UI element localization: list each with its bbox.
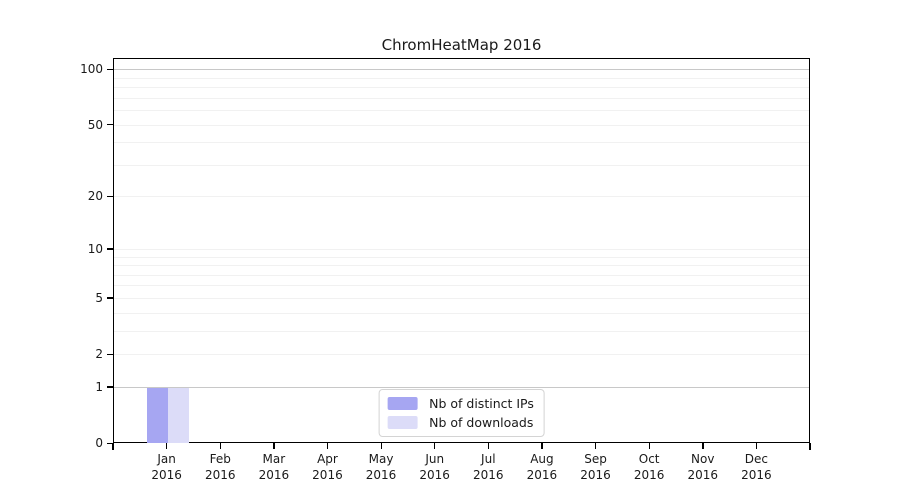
x-tick-label: Nov 2016: [668, 451, 738, 483]
x-tick-year: 2016: [312, 468, 343, 482]
y-tick-mark: [106, 297, 113, 299]
legend-entry-downloads: Nb of downloads: [387, 415, 534, 430]
minor-gridline: [114, 164, 809, 166]
x-tick-label: May 2016: [346, 451, 416, 483]
minor-gridline: [114, 256, 809, 258]
plot-area: Nb of distinct IPs Nb of downloads: [113, 58, 810, 443]
y-tick-label: 50: [87, 117, 103, 132]
y-tick-mark: [106, 68, 113, 70]
minor-gridline: [114, 110, 809, 112]
x-tick-mark: [595, 443, 597, 449]
legend-swatch-downloads: [387, 416, 418, 429]
minor-gridline: [114, 330, 809, 332]
x-tick-year: 2016: [687, 468, 719, 482]
x-tick-year: 2016: [473, 468, 504, 482]
x-tick-label: Jan 2016: [132, 451, 202, 483]
x-tick-label: Mar 2016: [239, 451, 309, 483]
minor-gridline: [114, 248, 809, 250]
x-edge-tick-mark: [809, 443, 811, 450]
y-tick-mark: [106, 442, 113, 444]
x-tick-mark: [487, 443, 490, 449]
x-tick-label: Sep 2016: [561, 451, 631, 483]
x-tick-year: 2016: [741, 468, 772, 482]
legend-label: Nb of downloads: [429, 415, 534, 430]
x-tick-year: 2016: [258, 468, 290, 482]
bar: [167, 387, 189, 443]
x-tick-mark: [380, 443, 382, 449]
major-gridline: [114, 69, 809, 71]
x-tick-mark: [166, 443, 168, 449]
x-tick-label: Jun 2016: [400, 451, 470, 483]
x-tick-mark: [219, 443, 222, 449]
x-tick-mark: [273, 443, 275, 449]
y-tick-label: 10: [87, 241, 103, 256]
x-tick-label: Dec 2016: [721, 451, 791, 483]
x-tick-mark: [434, 443, 436, 449]
minor-gridline: [114, 124, 809, 126]
y-tick-mark: [106, 353, 113, 355]
y-tick-mark: [106, 195, 113, 198]
x-tick-year: 2016: [151, 468, 182, 482]
x-tick-label: Oct 2016: [614, 451, 684, 483]
major-gridline: [114, 386, 809, 388]
x-tick-mark: [326, 443, 329, 449]
y-tick-mark: [106, 124, 113, 126]
minor-gridline: [114, 285, 809, 287]
x-tick-mark: [648, 443, 650, 449]
y-tick-label: 20: [87, 189, 103, 204]
y-tick-label: 2: [95, 347, 103, 362]
y-tick-mark: [106, 248, 113, 250]
y-tick-label: 5: [95, 290, 103, 305]
minor-gridline: [114, 265, 809, 267]
minor-gridline: [114, 87, 809, 89]
minor-gridline: [114, 77, 809, 79]
x-tick-year: 2016: [365, 468, 397, 482]
y-tick-label: 1: [95, 379, 103, 394]
x-tick-year: 2016: [204, 468, 236, 482]
x-tick-year: 2016: [633, 468, 665, 482]
chart-title: ChromHeatMap 2016: [381, 36, 542, 54]
x-tick-label: Apr 2016: [292, 451, 362, 483]
minor-gridline: [114, 274, 809, 276]
y-tick-label: 100: [80, 62, 103, 77]
minor-gridline: [114, 297, 809, 299]
minor-gridline: [114, 312, 809, 314]
x-edge-tick-mark: [112, 443, 114, 450]
x-tick-label: Feb 2016: [185, 451, 255, 483]
minor-gridline: [114, 354, 809, 356]
x-tick-label: Jul 2016: [453, 451, 523, 483]
legend-entry-distinct-ips: Nb of distinct IPs: [387, 396, 534, 411]
minor-gridline: [114, 97, 809, 99]
y-tick-mark: [106, 386, 113, 388]
legend: Nb of distinct IPs Nb of downloads: [378, 389, 545, 437]
y-tick-label: 0: [95, 436, 103, 450]
x-tick-label: Aug 2016: [507, 451, 577, 483]
x-tick-year: 2016: [580, 468, 611, 482]
x-tick-mark: [755, 443, 758, 449]
x-tick-year: 2016: [419, 468, 450, 482]
x-tick-year: 2016: [526, 468, 558, 482]
legend-label: Nb of distinct IPs: [429, 396, 534, 411]
bar: [146, 387, 168, 443]
minor-gridline: [114, 142, 809, 144]
x-tick-mark: [541, 443, 543, 449]
x-tick-mark: [702, 443, 704, 449]
minor-gridline: [114, 196, 809, 198]
legend-swatch-distinct-ips: [387, 397, 418, 410]
